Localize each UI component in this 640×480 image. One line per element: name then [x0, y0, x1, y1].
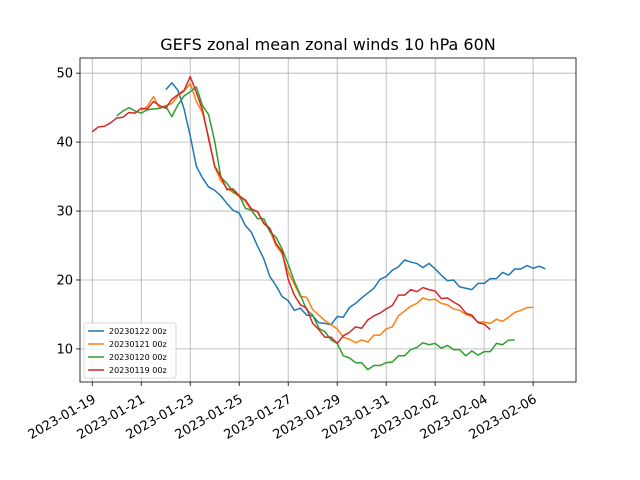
legend-label: 20230120 00z: [109, 353, 167, 362]
plot-area: 2023-01-192023-01-212023-01-232023-01-25…: [26, 57, 577, 443]
y-tick-label: 40: [56, 136, 73, 151]
y-tick-label: 30: [56, 205, 73, 220]
legend-label: 20230121 00z: [109, 340, 167, 349]
legend-label: 20230119 00z: [109, 366, 167, 375]
y-tick-label: 20: [56, 273, 73, 288]
series-line-0: [165, 82, 546, 326]
chart-title: GEFS zonal mean zonal winds 10 hPa 60N: [160, 35, 495, 54]
y-tick-label: 10: [56, 342, 73, 357]
y-tick-label: 50: [56, 67, 73, 82]
legend: [83, 322, 177, 379]
axes-frame: [79, 57, 577, 383]
series-line-3: [91, 75, 491, 345]
legend-label: 20230122 00z: [109, 327, 167, 336]
series-line-2: [116, 86, 515, 371]
